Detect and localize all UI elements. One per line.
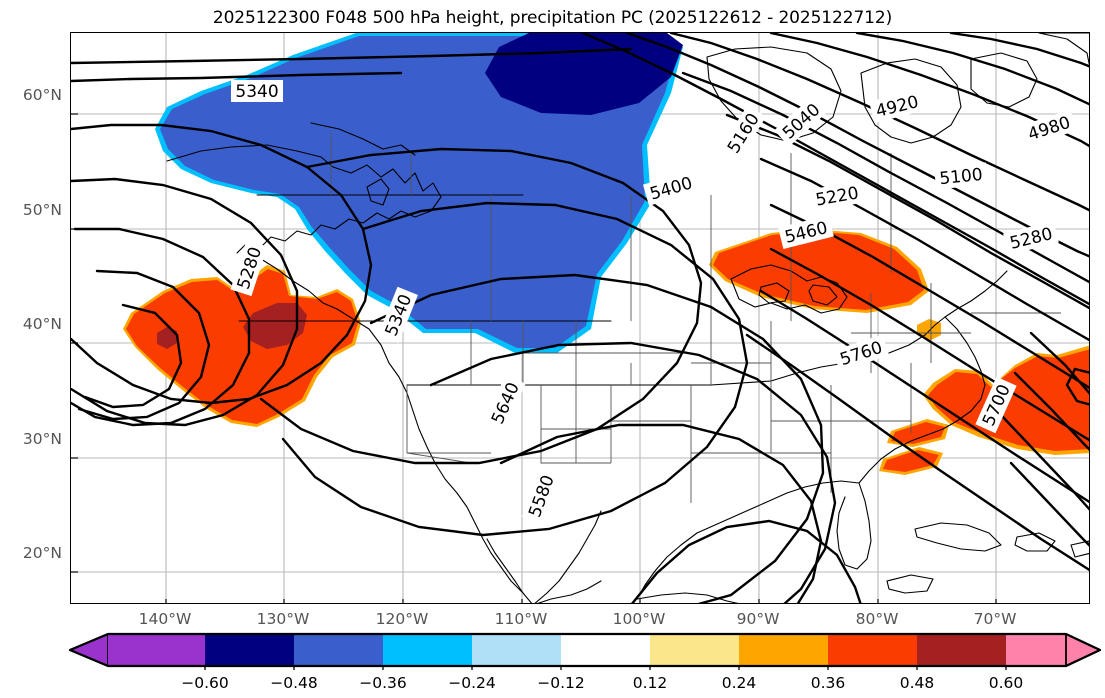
colorbar-tick-label-1: −0.48 xyxy=(270,674,318,692)
colorbar-canvas[interactable] xyxy=(0,630,1105,670)
x-axis-tick-90W: 90°W xyxy=(736,610,780,628)
shaded-region-negative-canada xyxy=(155,33,683,353)
x-axis-tick-110W: 110°W xyxy=(494,610,548,628)
colorbar-tick-label-0: −0.60 xyxy=(181,674,229,692)
x-axis-tick-70W: 70°W xyxy=(973,610,1017,628)
y-axis-tick-20N: 20°N xyxy=(22,544,62,562)
y-axis-tick-40N: 40°N xyxy=(22,315,62,333)
x-axis-tick-100W: 100°W xyxy=(612,610,666,628)
y-axis-tick-30N: 30°N xyxy=(22,430,62,448)
colorbar-swatch-3 xyxy=(383,634,472,666)
shaded-region-positive-greatlakes xyxy=(709,229,941,341)
colorbar-swatch-5 xyxy=(561,634,650,666)
colorbar-swatch-7 xyxy=(739,634,828,666)
colorbar-swatch-0 xyxy=(108,634,205,666)
colorbar-outline xyxy=(68,632,1102,668)
colorbar-extend-over xyxy=(1065,633,1101,667)
colorbar-swatch-1 xyxy=(205,634,294,666)
x-axis-tick-140W: 140°W xyxy=(138,610,192,628)
colorbar[interactable]: −0.60 −0.48 −0.36 −0.24 −0.12 0.12 0.24 … xyxy=(0,630,1105,698)
colorbar-ticks xyxy=(204,666,1007,670)
x-axis-tick-80W: 80°W xyxy=(855,610,899,628)
svg-text:4920: 4920 xyxy=(874,92,921,122)
page-title: 2025122300 F048 500 hPa height, precipit… xyxy=(212,8,893,28)
axis-ticks xyxy=(71,113,997,603)
shaded-region-positive-pacific xyxy=(123,265,361,427)
y-axis-tick-50N: 50°N xyxy=(22,201,62,219)
colorbar-swatch-10 xyxy=(1006,634,1066,666)
colorbar-swatch-9 xyxy=(917,634,1006,666)
svg-text:5100: 5100 xyxy=(939,165,984,189)
colorbar-swatch-4 xyxy=(472,634,561,666)
svg-text:5340: 5340 xyxy=(235,82,278,102)
x-axis-tick-120W: 120°W xyxy=(375,610,429,628)
colorbar-tick-label-3: −0.24 xyxy=(448,674,496,692)
colorbar-tick-label-5: 0.12 xyxy=(632,674,668,692)
colorbar-tick-label-9: 0.60 xyxy=(988,674,1024,692)
colorbar-extend-under xyxy=(69,633,109,667)
colorbar-swatch-2 xyxy=(294,634,383,666)
colorbar-swatch-6 xyxy=(650,634,739,666)
svg-text:5400: 5400 xyxy=(648,173,695,204)
y-axis-tick-60N: 60°N xyxy=(22,86,62,104)
map-plot-area: 5340 5280 5340 5160 5040 4920 4980 5100 … xyxy=(70,32,1090,604)
colorbar-tick-label-6: 0.24 xyxy=(721,674,757,692)
colorbar-tick-label-7: 0.36 xyxy=(810,674,846,692)
map-canvas: 5340 5280 5340 5160 5040 4920 4980 5100 … xyxy=(71,33,1089,603)
colorbar-tick-label-8: 0.48 xyxy=(899,674,935,692)
x-axis-tick-130W: 130°W xyxy=(256,610,310,628)
colorbar-swatch-8 xyxy=(828,634,917,666)
colorbar-tick-label-4: −0.12 xyxy=(537,674,585,692)
height-contours xyxy=(71,33,1089,603)
colorbar-tick-label-2: −0.36 xyxy=(359,674,407,692)
